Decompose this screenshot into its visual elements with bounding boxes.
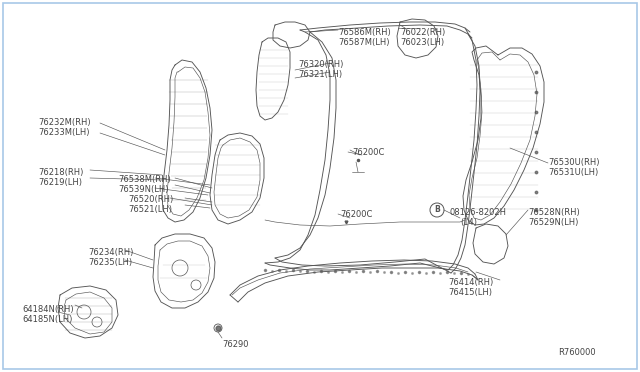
Text: 76200C: 76200C (340, 210, 372, 219)
Text: 76233M(LH): 76233M(LH) (38, 128, 90, 137)
Text: 76415(LH): 76415(LH) (448, 288, 492, 297)
Text: 76232M(RH): 76232M(RH) (38, 118, 91, 127)
Text: B: B (434, 205, 440, 215)
Text: 76531U(LH): 76531U(LH) (548, 168, 598, 177)
Text: 76538M(RH): 76538M(RH) (118, 175, 171, 184)
Text: 76320(RH): 76320(RH) (298, 60, 344, 69)
Text: 76218(RH): 76218(RH) (38, 168, 83, 177)
Text: 76022(RH): 76022(RH) (400, 28, 445, 37)
Text: 76586M(RH): 76586M(RH) (338, 28, 391, 37)
Text: 76521(LH): 76521(LH) (128, 205, 172, 214)
Text: 76587M(LH): 76587M(LH) (338, 38, 390, 47)
Text: (14): (14) (460, 218, 477, 227)
Text: 76235(LH): 76235(LH) (88, 258, 132, 267)
Text: 76528N(RH): 76528N(RH) (528, 208, 580, 217)
Text: 76200C: 76200C (352, 148, 385, 157)
Text: 76290: 76290 (222, 340, 248, 349)
Text: 76219(LH): 76219(LH) (38, 178, 82, 187)
Text: 76530U(RH): 76530U(RH) (548, 158, 600, 167)
Text: 76520(RH): 76520(RH) (128, 195, 173, 204)
Text: 76529N(LH): 76529N(LH) (528, 218, 579, 227)
Text: 64185N(LH): 64185N(LH) (22, 315, 72, 324)
Text: 76414(RH): 76414(RH) (448, 278, 493, 287)
Text: 76321(LH): 76321(LH) (298, 70, 342, 79)
Text: 64184N(RH): 64184N(RH) (22, 305, 74, 314)
Text: R760000: R760000 (558, 348, 596, 357)
Text: 76023(LH): 76023(LH) (400, 38, 444, 47)
Text: 08126-8202H: 08126-8202H (450, 208, 507, 217)
Text: 76539N(LH): 76539N(LH) (118, 185, 168, 194)
Text: 76234(RH): 76234(RH) (88, 248, 133, 257)
